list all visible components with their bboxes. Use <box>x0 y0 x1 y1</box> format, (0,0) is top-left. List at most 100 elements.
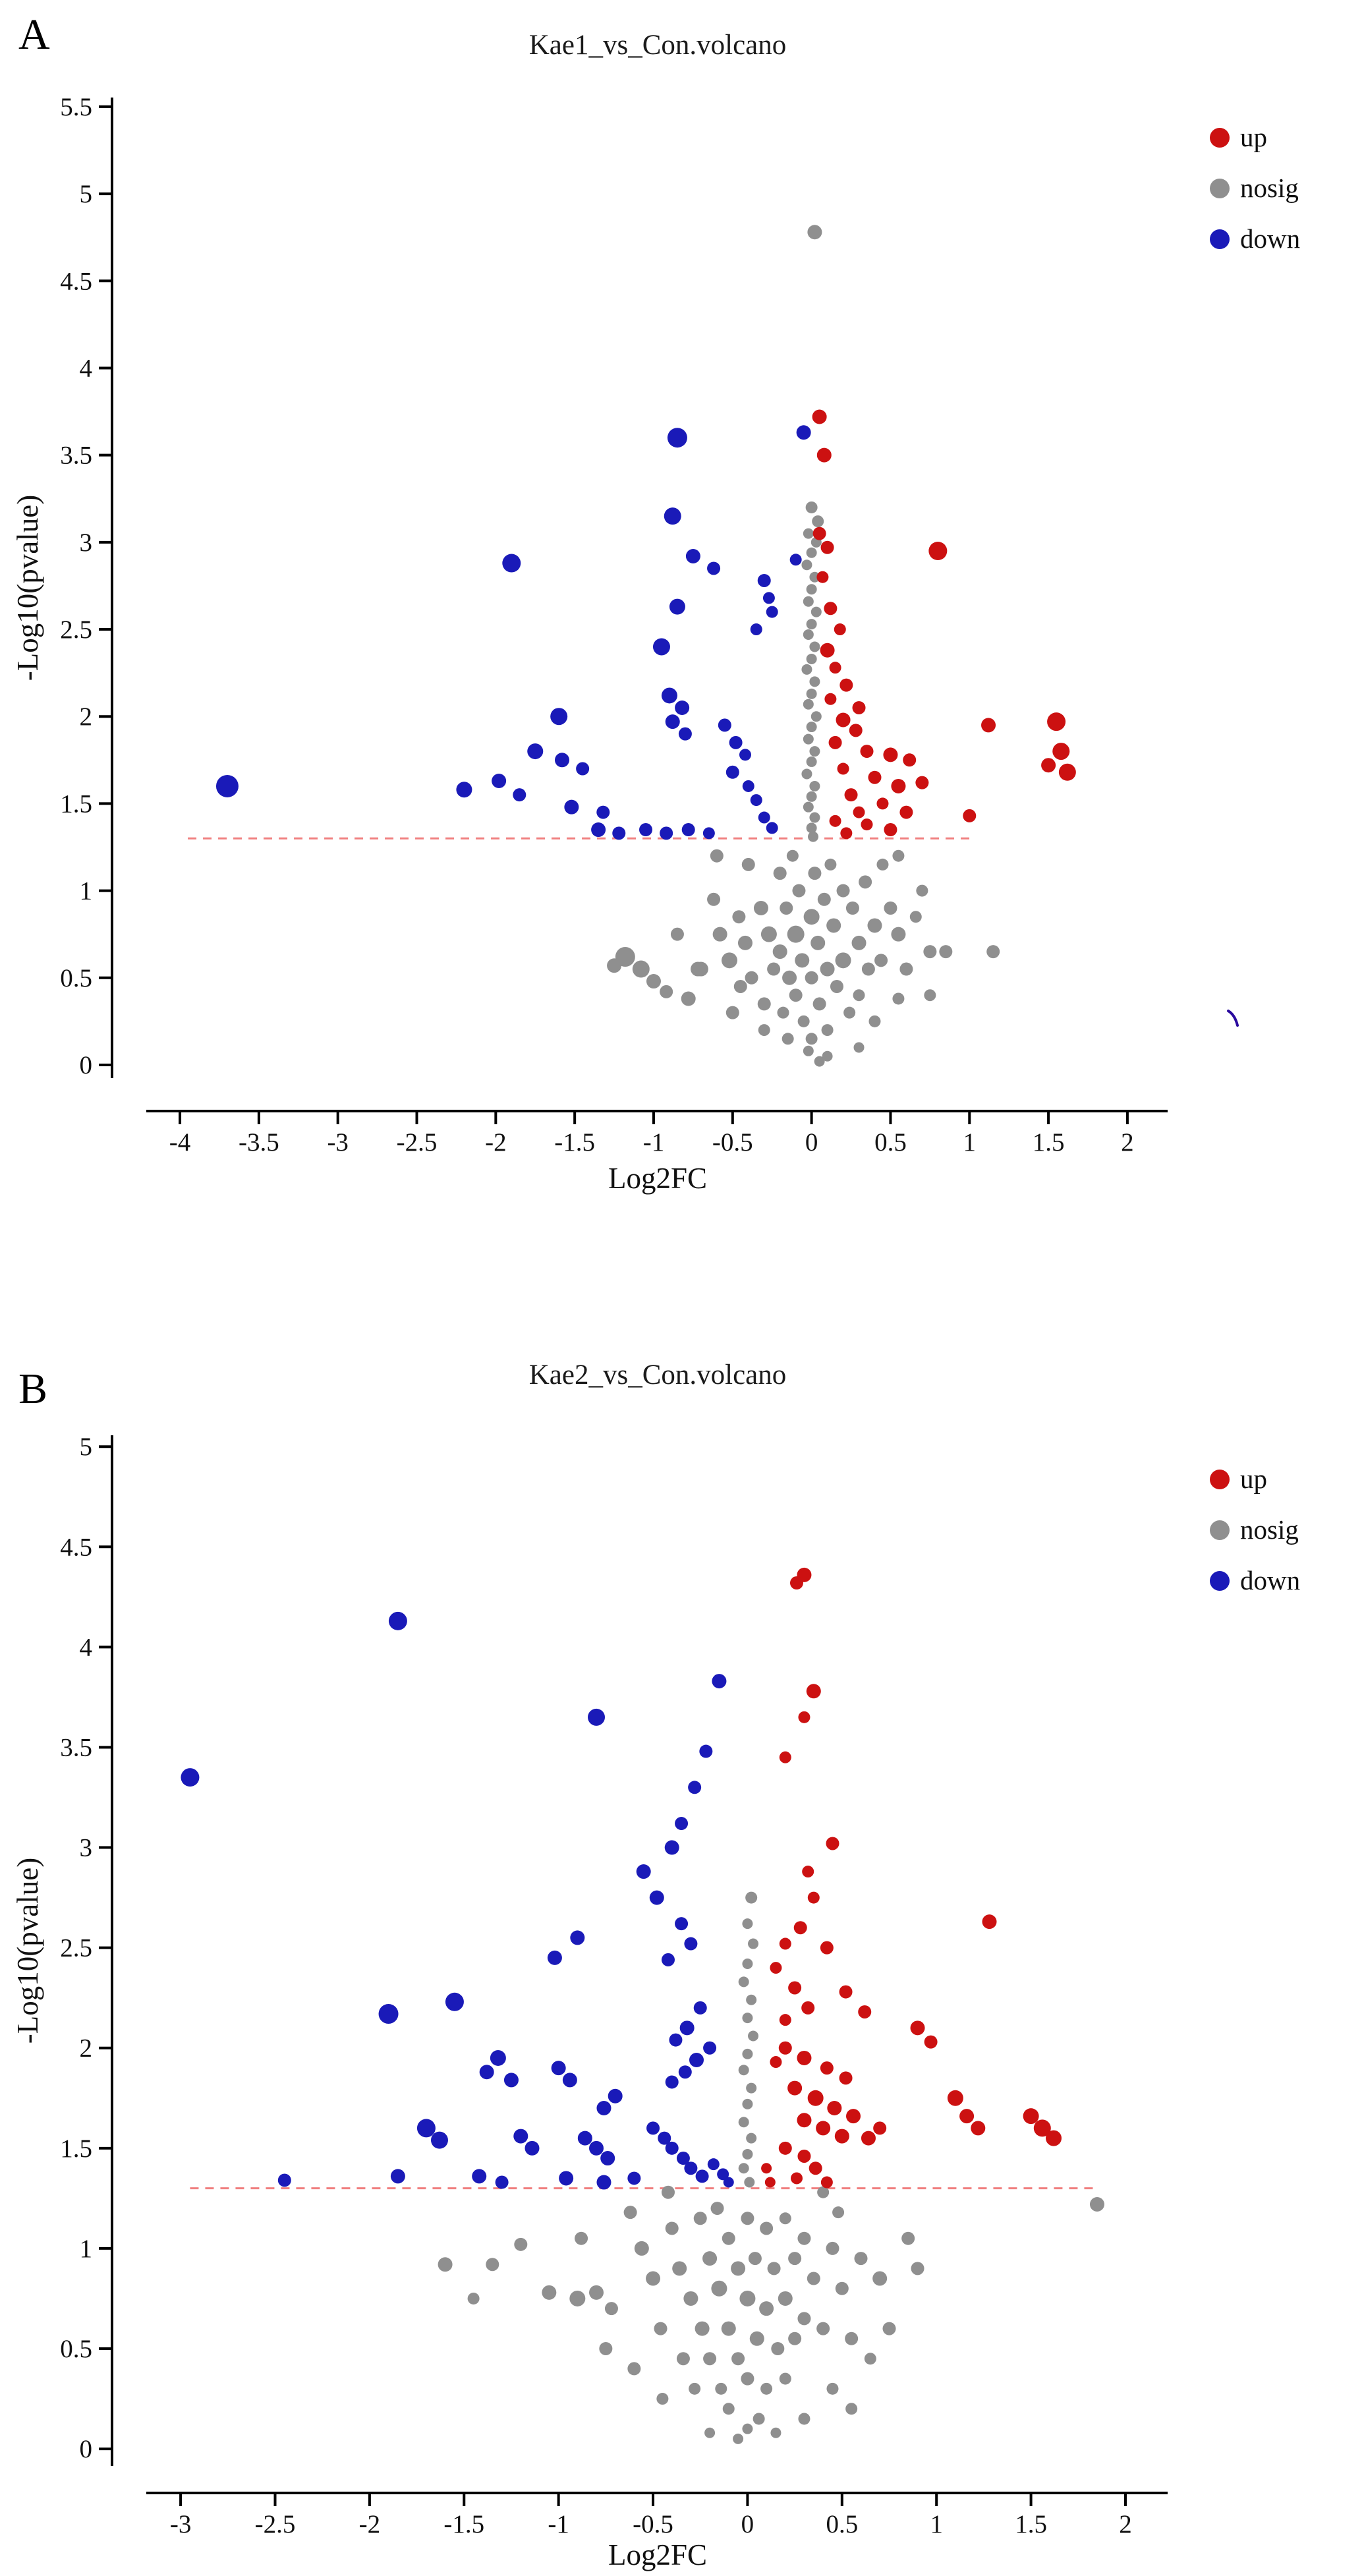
x-tick-label: 0 <box>741 2510 754 2538</box>
point-nosig <box>923 945 937 959</box>
point-nosig <box>542 2285 557 2300</box>
point-down <box>646 2121 660 2135</box>
point-nosig <box>738 2065 749 2076</box>
point-up <box>963 809 977 822</box>
point-down <box>684 2161 698 2175</box>
x-tick-label: -3 <box>327 1128 349 1157</box>
point-nosig <box>826 2382 839 2395</box>
point-down <box>678 2065 692 2079</box>
point-down <box>627 2171 641 2185</box>
point-up <box>1052 743 1070 760</box>
point-down <box>547 1950 562 1965</box>
point-down <box>702 827 715 840</box>
point-up <box>868 770 882 784</box>
point-nosig <box>801 768 812 780</box>
y-tick-label: 0.5 <box>60 964 92 992</box>
point-up <box>779 1937 791 1950</box>
y-tick-label: 2 <box>80 2034 93 2063</box>
y-tick-label: 4 <box>80 1633 93 1661</box>
point-nosig <box>744 2177 755 2188</box>
point-nosig <box>632 960 650 978</box>
point-nosig <box>722 952 738 969</box>
point-down <box>717 2168 729 2181</box>
point-up <box>873 2121 887 2135</box>
point-up <box>788 1981 802 1995</box>
point-down <box>739 749 751 761</box>
point-nosig <box>672 2261 687 2276</box>
point-up <box>770 1962 782 1974</box>
point-nosig <box>746 1994 757 2005</box>
point-nosig <box>757 997 771 1011</box>
point-up <box>778 2141 792 2155</box>
point-nosig <box>803 629 814 640</box>
point-up <box>858 2005 872 2018</box>
point-nosig <box>731 2352 745 2366</box>
point-down <box>591 822 606 838</box>
point-down <box>479 2065 494 2080</box>
point-nosig <box>778 2291 793 2306</box>
point-nosig <box>731 2261 746 2276</box>
point-nosig <box>689 2382 701 2395</box>
x-tick-label: -1.5 <box>554 1128 595 1157</box>
point-up <box>928 542 948 561</box>
point-nosig <box>801 559 812 571</box>
point-up <box>797 2050 812 2065</box>
y-tick-label: 5.5 <box>60 93 92 121</box>
point-nosig <box>807 2272 820 2285</box>
point-nosig <box>853 1042 865 1053</box>
point-down <box>388 1611 407 1630</box>
point-down <box>551 2061 566 2076</box>
point-nosig <box>742 2048 753 2059</box>
panel-a-y-axis-label: -Log10(pvalue) <box>11 494 44 681</box>
point-nosig <box>742 2098 753 2109</box>
point-nosig <box>809 746 820 757</box>
x-tick-label: 1 <box>963 1128 977 1157</box>
point-up <box>778 2041 792 2055</box>
point-nosig <box>733 979 747 993</box>
point-up <box>840 827 853 840</box>
y-tick-label: 3.5 <box>60 442 92 470</box>
point-nosig <box>805 971 818 985</box>
x-tick-label: -2.5 <box>397 1128 438 1157</box>
point-down <box>695 2169 709 2183</box>
legend-label: up <box>1240 122 1267 152</box>
y-tick-label: 2.5 <box>60 1934 92 1962</box>
point-up <box>807 2090 824 2106</box>
point-down <box>416 2119 436 2138</box>
point-nosig <box>599 2341 613 2355</box>
point-nosig <box>738 1976 749 1988</box>
point-down <box>661 687 677 704</box>
point-down <box>758 811 770 824</box>
x-tick-label: -2 <box>485 1128 507 1157</box>
panel-b-x-axis-label: Log2FC <box>608 2538 708 2571</box>
point-down <box>658 2131 671 2145</box>
point-nosig <box>801 664 812 675</box>
point-up <box>797 2149 811 2163</box>
point-up <box>801 2001 815 2015</box>
point-nosig <box>575 2231 588 2245</box>
legend-label: nosig <box>1240 1514 1299 1545</box>
point-nosig <box>746 2132 757 2144</box>
point-nosig <box>861 962 875 976</box>
point-down <box>639 823 652 837</box>
x-tick-label: -1 <box>643 1128 665 1157</box>
point-nosig <box>738 2163 749 2174</box>
point-down <box>750 794 762 807</box>
point-nosig <box>569 2290 586 2306</box>
x-tick-label: -1.5 <box>443 2510 484 2538</box>
point-nosig <box>803 1045 814 1056</box>
point-nosig <box>604 2302 618 2316</box>
panel-b-title: Kae2_vs_Con.volcano <box>528 1360 787 1390</box>
point-nosig <box>777 1006 789 1019</box>
point-down <box>430 2131 448 2149</box>
point-up <box>924 2035 938 2049</box>
point-nosig <box>810 606 822 617</box>
y-tick-label: 2.5 <box>60 615 92 644</box>
point-nosig <box>795 953 810 968</box>
point-down <box>564 799 579 815</box>
point-nosig <box>715 2382 727 2395</box>
point-nosig <box>812 515 824 528</box>
point-down <box>684 1937 698 1951</box>
